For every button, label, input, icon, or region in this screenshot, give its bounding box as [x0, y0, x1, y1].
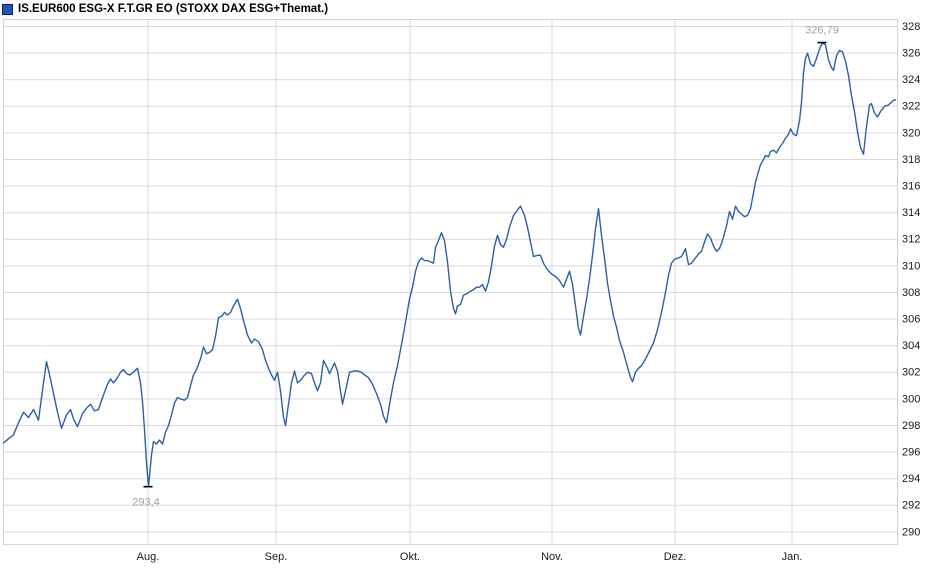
y-axis-label: 308: [902, 287, 920, 299]
chart-header: IS.EUR600 ESG-X F.T.GR EO (STOXX DAX ESG…: [2, 2, 328, 16]
y-axis-label: 304: [902, 340, 920, 352]
low-value-label: 293,4: [132, 497, 160, 509]
y-axis-label: 300: [902, 393, 920, 405]
y-axis-label: 306: [902, 314, 920, 326]
high-value-label: 326,79: [805, 25, 839, 37]
price-line: [2, 41, 897, 488]
x-axis-label: Okt.: [400, 551, 420, 563]
y-axis-label: 324: [902, 74, 920, 86]
y-axis-label: 314: [902, 207, 920, 219]
y-axis-label: 318: [902, 154, 920, 166]
x-axis-label: Jan.: [782, 551, 803, 563]
x-axis-label: Sep.: [265, 551, 288, 563]
x-axis-label: Dez.: [664, 551, 687, 563]
y-axis-label: 298: [902, 420, 920, 432]
y-axis-label: 326: [902, 48, 920, 60]
y-axis-label: 320: [902, 127, 920, 139]
series-legend-swatch-icon: [2, 3, 13, 15]
x-axis-label: Aug.: [137, 551, 160, 563]
y-axis-label: 312: [902, 234, 920, 246]
plot-frame: [3, 19, 898, 545]
y-axis-label: 290: [902, 526, 920, 538]
y-axis-label: 294: [902, 473, 920, 485]
y-axis-label: 292: [902, 500, 920, 512]
y-axis-label: 302: [902, 367, 920, 379]
y-axis-label: 296: [902, 447, 920, 459]
chart-title: IS.EUR600 ESG-X F.T.GR EO (STOXX DAX ESG…: [18, 3, 329, 15]
y-axis-label: 316: [902, 181, 920, 193]
y-axis-label: 322: [902, 101, 920, 113]
y-axis-label: 310: [902, 260, 920, 272]
x-axis-label: Nov.: [541, 551, 563, 563]
y-axis-label: 328: [902, 21, 920, 33]
